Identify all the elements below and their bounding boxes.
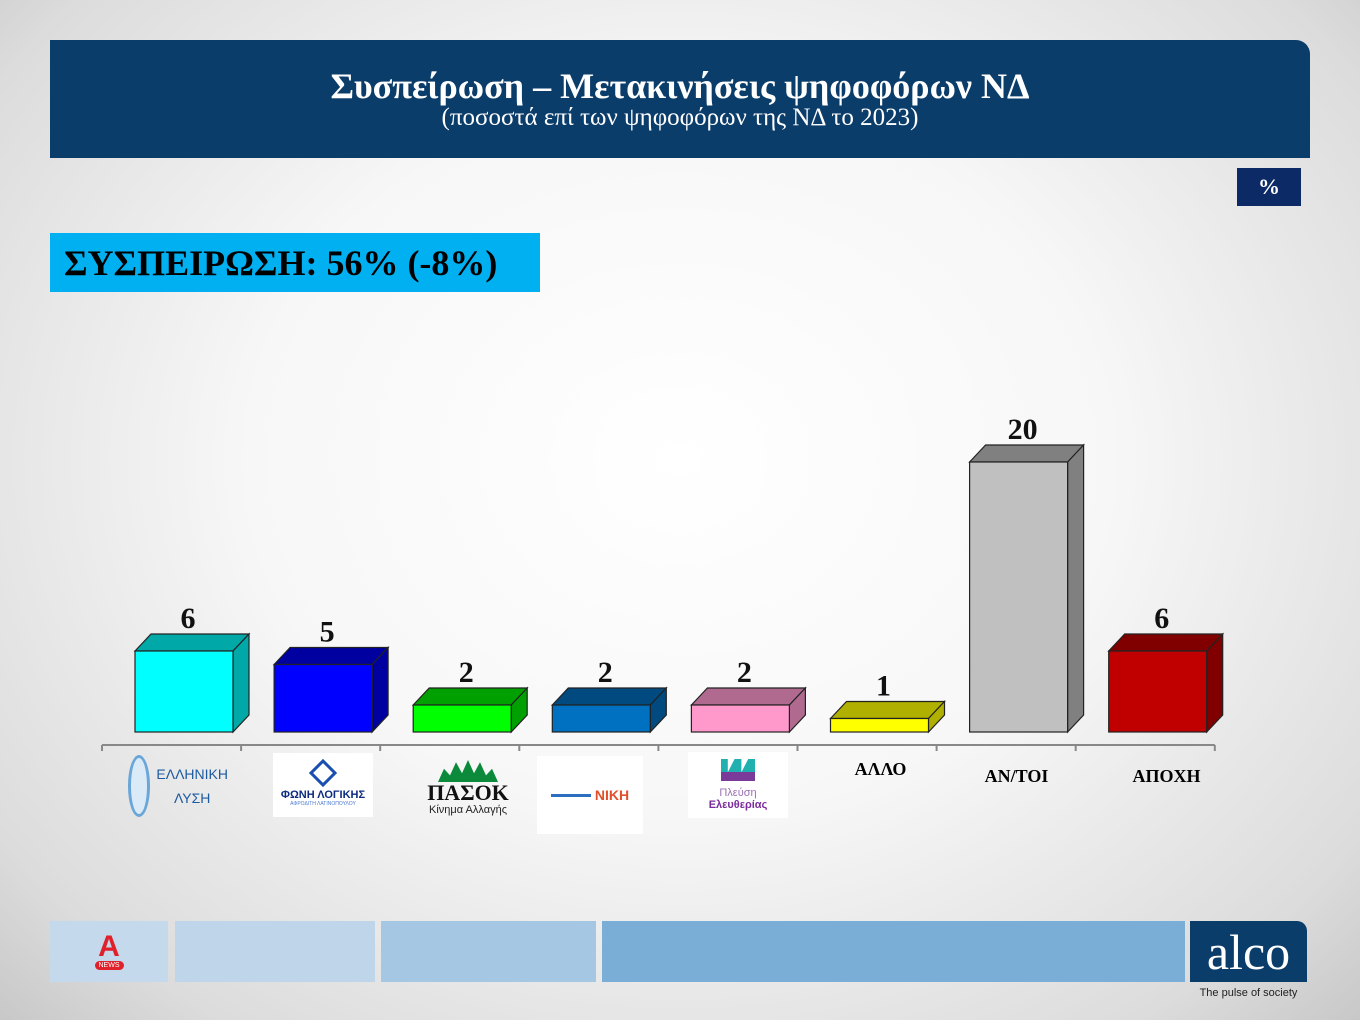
bar-top — [829, 700, 946, 720]
category-label-allo: ΑΛΛΟ — [854, 759, 907, 779]
logo-text: ΛΥΣΗ — [173, 790, 211, 806]
sun-icon — [438, 760, 498, 782]
data-label: 5 — [320, 616, 335, 649]
title-banner: Συσπείρωση – Μετακινήσεις ψηφοφόρων ΝΔ (… — [50, 40, 1310, 158]
bar-side — [232, 632, 250, 734]
footer-band — [381, 921, 596, 982]
logo-text: ΦΩΝΗ ΛΟΓΙΚΗΣ — [280, 789, 366, 801]
bar — [273, 663, 373, 733]
logo-text: Πλεύση — [719, 787, 757, 799]
news-badge: NEWS — [94, 961, 124, 970]
bar-top — [968, 444, 1085, 463]
alco-tagline: The pulse of society — [1199, 987, 1298, 999]
data-label: 1 — [876, 670, 891, 703]
logo-text: ΑΦΡΟΔΙΤΗ ΛΑΤΙΝΟΠΟΥΛΟΥ — [290, 801, 356, 807]
cohesion-label: ΣΥΣΠΕΙΡΩΣΗ: 56% (-8%) — [50, 233, 540, 292]
bar — [551, 704, 651, 733]
bar — [829, 717, 930, 733]
footer-band — [175, 921, 375, 982]
bar-top — [550, 687, 668, 706]
diamond-icon — [308, 758, 338, 788]
bar — [968, 461, 1069, 733]
data-label: 20 — [1008, 413, 1038, 446]
bar-top — [133, 633, 251, 652]
bar-side — [1066, 443, 1085, 734]
bar-top — [690, 687, 807, 706]
bar — [134, 650, 234, 733]
bar-top — [411, 687, 529, 706]
logo-text: ΝΙΚΗ — [594, 787, 630, 803]
chart-title: Συσπείρωση – Μετακινήσεις ψηφοφόρων ΝΔ — [330, 66, 1030, 106]
bar — [412, 704, 512, 733]
logo-niki: ΝΙΚΗ — [537, 756, 643, 834]
logo-foni-logikis: ΦΩΝΗ ΛΟΓΙΚΗΣ ΑΦΡΟΔΙΤΗ ΛΑΤΙΝΟΠΟΥΛΟΥ — [273, 753, 373, 817]
logo-pasok: ΠΑΣΟΚ Κίνημα Αλλαγής — [415, 752, 521, 824]
data-label: 6 — [181, 602, 196, 635]
data-label: 6 — [1154, 602, 1169, 635]
chart-subtitle: (ποσοστά επί των ψηφοφόρων της ΝΔ το 202… — [441, 104, 919, 131]
logo-text: ΠΑΣΟΚ — [427, 780, 509, 805]
data-label: 2 — [598, 656, 613, 689]
logo-plefsi: Πλεύση Ελευθερίας — [688, 752, 788, 818]
bar — [1108, 650, 1208, 733]
logo-text: ΕΛΛΗΝΙΚΗ — [156, 766, 228, 782]
alco-logo: alco — [1190, 921, 1307, 982]
logo-text: Κίνημα Αλλαγής — [429, 804, 507, 816]
alpha-news-logo: A NEWS — [50, 921, 168, 982]
wind-icon — [550, 793, 591, 797]
ship-icon — [721, 759, 755, 781]
footer-band — [602, 921, 1185, 982]
category-label-antoi: ΑΝ/ΤΟΙ — [984, 766, 1049, 786]
logo-text: Ελευθερίας — [708, 799, 768, 811]
bar-top — [272, 646, 390, 666]
bar-side — [1206, 632, 1224, 734]
data-label: 2 — [737, 656, 752, 689]
compass-icon — [128, 755, 151, 817]
bar — [690, 704, 791, 733]
data-label: 2 — [459, 656, 474, 689]
logo-elliniki-lysi: ΕΛΛΗΝΙΚΗ ΛΥΣΗ — [128, 755, 228, 817]
bar-top — [1107, 633, 1225, 652]
unit-badge: % — [1237, 168, 1301, 206]
category-label-apoxi: ΑΠΟΧΗ — [1132, 766, 1201, 786]
